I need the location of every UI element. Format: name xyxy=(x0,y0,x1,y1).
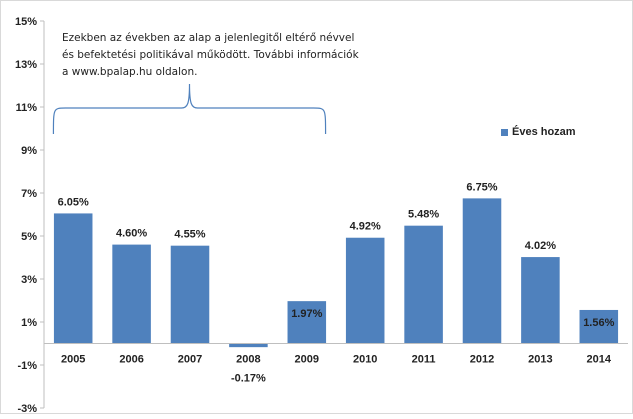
legend-swatch xyxy=(501,128,508,136)
y-tick-label: -3% xyxy=(17,403,37,414)
x-tick-label: 2005 xyxy=(61,354,85,366)
x-tick-label: 2008 xyxy=(236,354,260,366)
legend-label: Éves hozam xyxy=(512,126,576,138)
y-tick-label: 5% xyxy=(21,231,37,243)
y-tick-label: 15% xyxy=(15,16,37,28)
y-tick-label: 11% xyxy=(16,102,38,114)
data-label: 1.56% xyxy=(583,317,614,329)
x-tick-label: 2009 xyxy=(295,354,319,366)
data-label: 4.02% xyxy=(525,240,556,252)
data-label: 5.48% xyxy=(408,209,439,221)
data-label: 4.60% xyxy=(116,228,147,240)
annotation-bracket xyxy=(52,83,327,135)
bar xyxy=(287,301,327,344)
y-tick-label: 1% xyxy=(21,317,37,329)
data-label: 4.55% xyxy=(174,229,205,241)
data-label: -0.17% xyxy=(231,373,266,385)
data-label: 6.75% xyxy=(466,181,497,193)
bar xyxy=(404,225,443,344)
y-tick-label: 3% xyxy=(21,274,37,286)
bar xyxy=(170,245,210,344)
annotation-text: Ezekben az években az alap a jelenlegitő… xyxy=(62,32,359,78)
bar xyxy=(462,198,502,344)
y-tick-label: 13% xyxy=(15,59,37,71)
bar xyxy=(53,213,93,344)
bar xyxy=(345,237,385,344)
legend: Éves hozam xyxy=(501,126,576,138)
x-tick-label: 2012 xyxy=(470,354,494,366)
y-tick-label: 7% xyxy=(21,188,37,200)
bar xyxy=(229,343,268,348)
data-label: 4.92% xyxy=(350,221,381,233)
y-tick-label: 9% xyxy=(21,145,37,157)
x-tick-label: 2007 xyxy=(178,354,202,366)
x-tick-label: 2010 xyxy=(353,354,377,366)
x-tick-label: 2011 xyxy=(412,354,436,366)
bar xyxy=(112,244,151,344)
bar xyxy=(579,309,619,344)
x-tick-label: 2013 xyxy=(528,354,552,366)
x-tick-label: 2014 xyxy=(587,354,612,366)
x-tick-label: 2006 xyxy=(119,354,143,366)
data-label: 6.05% xyxy=(58,196,89,208)
data-label: 1.97% xyxy=(291,308,322,320)
bar xyxy=(521,257,560,344)
y-tick-label: -1% xyxy=(17,360,37,372)
